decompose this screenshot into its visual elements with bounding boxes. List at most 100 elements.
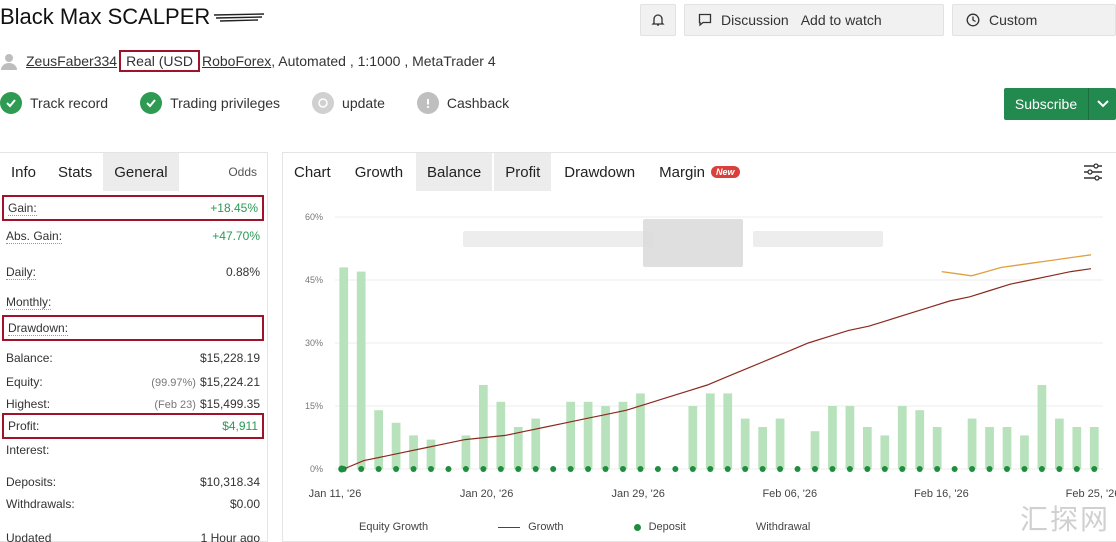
deposit-marker — [480, 466, 487, 472]
subscribe-dropdown-button[interactable] — [1088, 88, 1116, 120]
tab-balance[interactable]: Balance — [416, 153, 493, 191]
tab-drawdown[interactable]: Drawdown — [553, 153, 646, 191]
chart-bar — [1072, 427, 1082, 469]
stat-label: Profit: — [8, 419, 40, 433]
badge-cashback[interactable]: Cashback — [416, 92, 510, 114]
deposit-marker — [759, 466, 766, 472]
legend-equity-growth[interactable]: Equity Growth — [359, 521, 428, 533]
tab-label: Drawdown — [564, 163, 636, 181]
deposit-marker — [462, 466, 469, 472]
stat-value: $0.00 — [229, 497, 260, 511]
redacted-overlay — [753, 231, 883, 247]
tab-chart[interactable]: Chart — [283, 153, 342, 191]
account-type-highlight: Real (USD — [119, 50, 200, 72]
stat-row: Deposits: $10,318.34 — [2, 471, 264, 493]
chart-bar — [705, 393, 715, 469]
deposit-marker — [637, 466, 644, 472]
subscribe-button[interactable]: Subscribe — [1004, 88, 1088, 120]
chart-bar — [932, 427, 942, 469]
deposit-marker — [969, 466, 976, 472]
badge-trading-privileges[interactable]: Trading privileges — [140, 92, 280, 114]
legend-label: Deposit — [648, 521, 686, 533]
status-badges: Track record Trading privileges update C… — [0, 92, 541, 114]
y-tick-label: 30% — [305, 338, 323, 348]
tab-info[interactable]: Info — [11, 163, 37, 181]
y-tick-label: 0% — [310, 464, 323, 474]
stat-label: Daily: — [6, 264, 37, 280]
stat-label: Equity: — [6, 375, 43, 389]
y-tick-label: 60% — [305, 212, 323, 222]
stat-value: $15,228.19 — [199, 351, 260, 365]
tab-profit[interactable]: Profit — [494, 153, 552, 191]
chart-bar — [513, 427, 523, 469]
tab-general[interactable]: General — [103, 153, 179, 191]
badge-track-record[interactable]: Track record — [0, 92, 108, 114]
chart-bar — [810, 431, 820, 469]
stat-row: Highest: (Feb 23) $15,499.35 — [2, 393, 264, 415]
stat-value-group: $0.00 — [230, 497, 260, 511]
redacted-overlay — [643, 219, 743, 267]
badge-label: Cashback — [446, 95, 510, 111]
stat-row: Withdrawals: $0.00 — [2, 493, 264, 515]
stat-label: Gain: — [8, 200, 37, 216]
deposit-marker — [375, 466, 382, 472]
tab-odds[interactable]: Odds — [228, 165, 257, 179]
stat-sub: (Feb 23) — [154, 399, 196, 411]
legend-label: Growth — [528, 521, 564, 533]
filter-icon[interactable] — [1082, 161, 1104, 183]
stat-row: Gain: +18.45% — [2, 195, 264, 221]
chart-bar — [618, 401, 628, 469]
deposit-marker — [794, 466, 801, 472]
legend-deposit[interactable]: Deposit — [633, 521, 686, 533]
badge-label: update — [342, 95, 385, 111]
legend-growth[interactable]: Growth — [498, 521, 564, 533]
stat-row: Drawdown: — [2, 315, 264, 341]
chart-bar — [740, 418, 750, 469]
chart-bar — [828, 406, 837, 469]
chart-bar — [339, 267, 349, 469]
deposit-marker — [672, 466, 679, 472]
tab-stats[interactable]: Stats — [58, 163, 93, 181]
deposit-marker — [1056, 466, 1063, 472]
deposit-marker — [986, 466, 993, 472]
legend-withdrawal[interactable]: Withdrawal — [756, 521, 810, 533]
deposit-marker — [899, 466, 906, 472]
deposit-marker — [812, 466, 818, 472]
chart-bar — [775, 418, 785, 469]
stat-value-group: $15,228.19 — [200, 351, 260, 365]
stat-value-group: +18.45% — [210, 201, 258, 215]
x-tick-label: Jan 11, '26 — [309, 488, 362, 500]
deposit-marker — [934, 466, 941, 472]
stat-label: Monthly: — [6, 294, 52, 310]
subscribe-group: Subscribe — [1004, 88, 1116, 120]
stat-value: 1 Hour ago — [200, 531, 260, 542]
chart-bar — [426, 439, 436, 469]
page-title: Black Max SCALPER — [0, 4, 266, 30]
username-link[interactable]: ZeusFaber334 — [26, 53, 118, 69]
stat-label: Drawdown: — [8, 320, 69, 336]
discuss-and-watch-button[interactable]: Discussion Add to watch — [684, 4, 944, 36]
notifications-button[interactable] — [640, 4, 676, 36]
stat-row: Profit: $4,911 — [2, 413, 264, 439]
chart-bar — [374, 410, 383, 469]
stat-label: Highest: — [6, 397, 51, 411]
deposit-marker — [393, 466, 400, 472]
badge-update[interactable]: update — [312, 92, 385, 114]
chart-panel: Chart Growth Balance Profit Drawdown Margin Ne… — [282, 152, 1116, 542]
stat-label: Updated — [6, 531, 52, 542]
deposit-marker — [654, 466, 661, 472]
custom-button[interactable]: Custom — [952, 4, 1116, 36]
broker-link[interactable]: RoboForex — [201, 53, 272, 69]
deposit-marker — [951, 466, 958, 472]
new-badge: New — [711, 166, 740, 178]
stat-value: $15,224.21 — [199, 375, 260, 389]
chart-bar — [391, 422, 401, 469]
growth-line — [343, 268, 1092, 470]
tab-margin[interactable]: Margin New — [648, 153, 750, 191]
clock-icon — [965, 12, 981, 28]
stat-value-group: $10,318.34 — [200, 475, 260, 489]
deposit-marker — [846, 466, 853, 472]
chart-bar — [985, 427, 994, 469]
check-icon — [140, 92, 163, 114]
tab-growth[interactable]: Growth — [344, 153, 414, 191]
